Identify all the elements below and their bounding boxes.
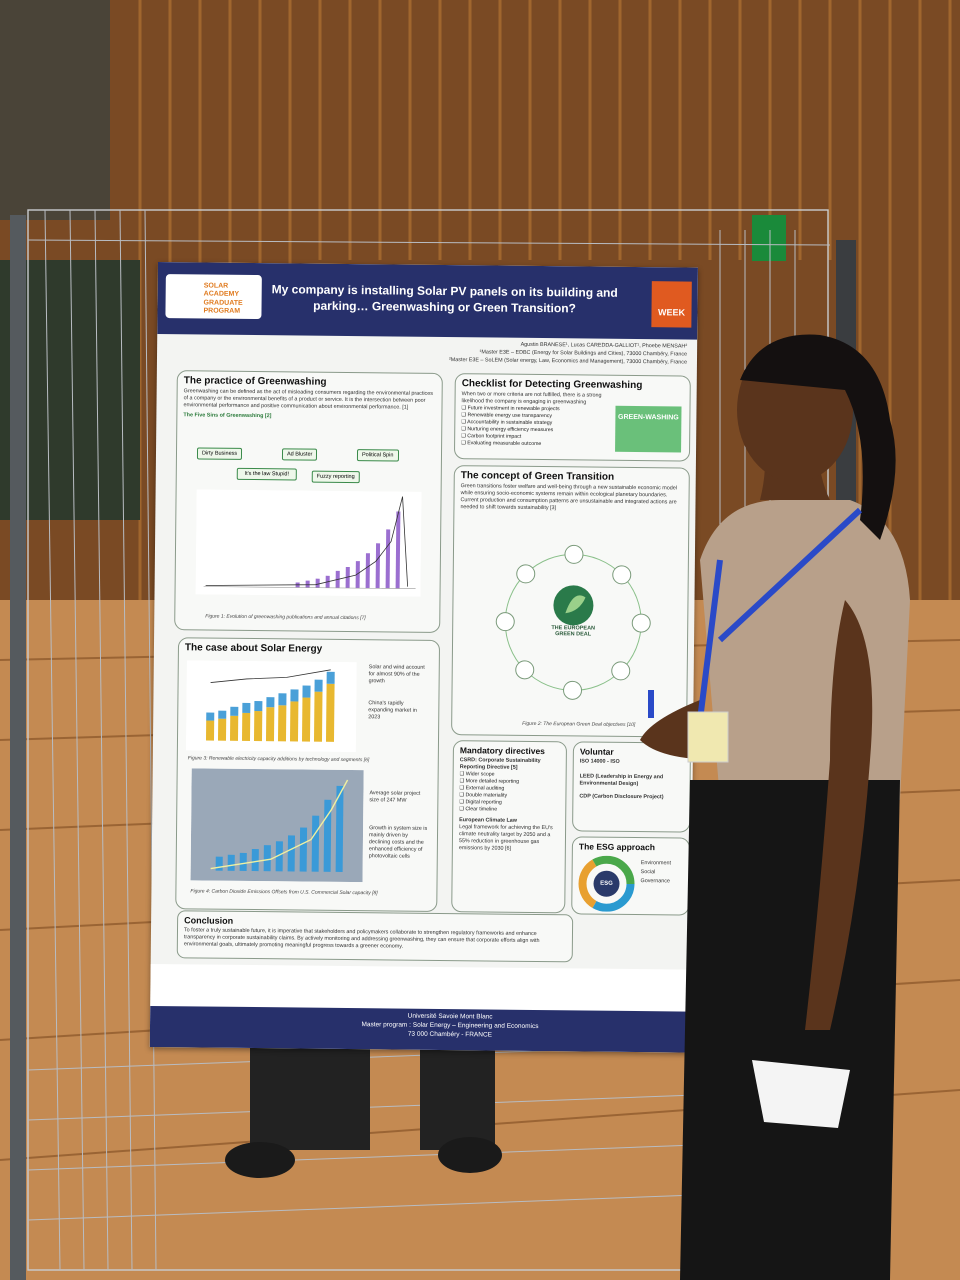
panel: The practice of Greenwashing Greenwashin… [174,370,443,633]
esg-wheel [578,855,635,912]
panel: The ESG approach ESG Environment Social … [571,836,691,916]
poster: SOLAR ACADEMY GRADUATE PROGRAM My compan… [149,262,698,1053]
figure [185,660,357,753]
panel: The case about Solar Energy Solar and wi… [175,637,441,912]
figure [195,489,422,597]
panel: The concept of Green Transition Green tr… [451,465,690,738]
diagram [495,544,651,700]
figure [190,768,364,883]
